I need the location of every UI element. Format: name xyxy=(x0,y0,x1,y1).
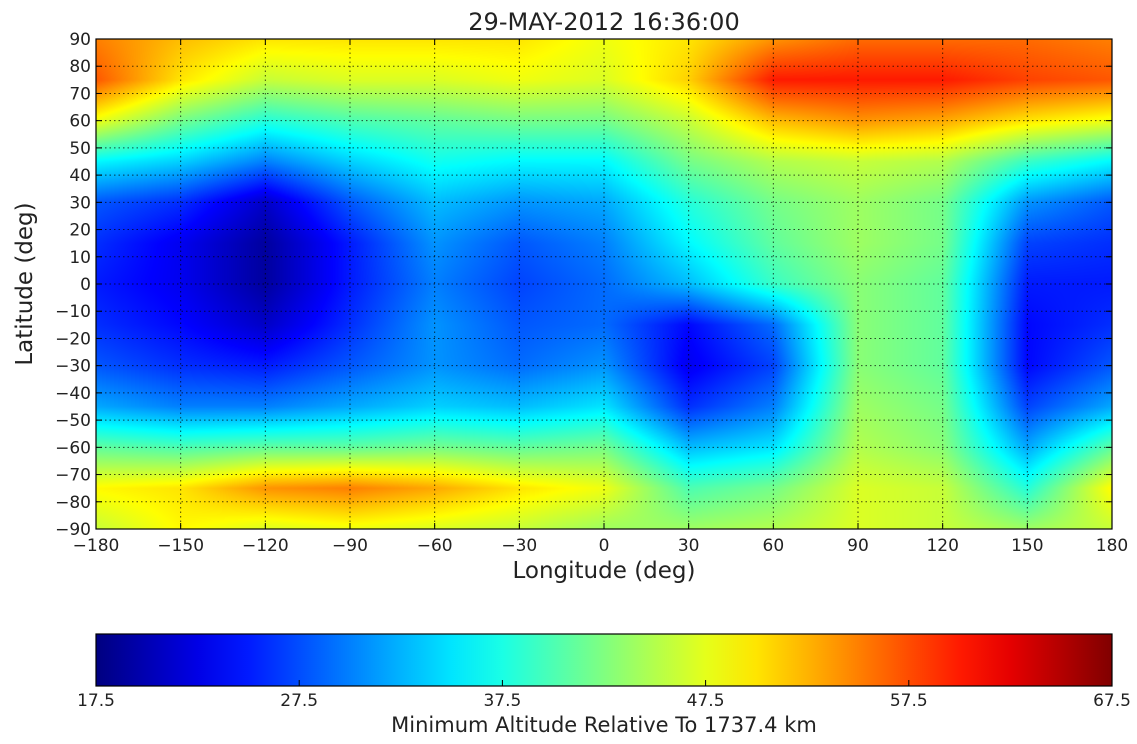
y-tick-label: −30 xyxy=(55,357,91,377)
y-tick-label: 50 xyxy=(69,139,91,159)
y-tick-label: 10 xyxy=(69,248,91,268)
y-tick-label: 80 xyxy=(69,57,91,77)
colorbar-tick-label: 67.5 xyxy=(1093,691,1131,711)
y-tick-label: −70 xyxy=(55,466,91,486)
x-tick-label: −60 xyxy=(417,536,453,556)
y-tick-label: −80 xyxy=(55,493,91,513)
x-tick-label: −150 xyxy=(157,536,204,556)
x-tick-label: 90 xyxy=(847,536,869,556)
y-tick-label: −90 xyxy=(55,520,91,540)
x-tick-label: 180 xyxy=(1096,536,1128,556)
x-tick-label: 120 xyxy=(926,536,958,556)
y-axis-label: Latitude (deg) xyxy=(12,202,38,365)
y-tick-label: −20 xyxy=(55,329,91,349)
x-tick-label: 60 xyxy=(763,536,785,556)
colorbar-label: Minimum Altitude Relative To 1737.4 km xyxy=(391,713,817,737)
chart-title: 29-MAY-2012 16:36:00 xyxy=(468,8,739,36)
x-axis-label: Longitude (deg) xyxy=(512,558,695,584)
x-tick-label: 30 xyxy=(678,536,700,556)
colorbar-tick-label: 37.5 xyxy=(483,691,521,711)
x-tick-label: −90 xyxy=(332,536,368,556)
y-tick-label: 20 xyxy=(69,221,91,241)
y-tick-label: 60 xyxy=(69,112,91,132)
y-tick-label: −60 xyxy=(55,438,91,458)
colorbar-tick-label: 27.5 xyxy=(280,691,318,711)
x-tick-label: 150 xyxy=(1011,536,1043,556)
x-tick-label: −30 xyxy=(501,536,537,556)
y-tick-label: −50 xyxy=(55,411,91,431)
y-tick-label: 40 xyxy=(69,166,91,186)
y-tick-label: 90 xyxy=(69,30,91,50)
x-tick-label: 0 xyxy=(599,536,610,556)
x-tick-label: −180 xyxy=(73,536,120,556)
colorbar-tick-label: 47.5 xyxy=(687,691,725,711)
colorbar-tick-label: 17.5 xyxy=(77,691,115,711)
x-tick-label: −120 xyxy=(242,536,289,556)
heatmap-image xyxy=(96,39,1112,529)
y-tick-label: 70 xyxy=(69,84,91,104)
y-tick-label: 30 xyxy=(69,193,91,213)
colorbar-tick-label: 57.5 xyxy=(890,691,928,711)
y-tick-label: 0 xyxy=(80,275,91,295)
y-tick-label: −10 xyxy=(55,302,91,322)
y-tick-label: −40 xyxy=(55,384,91,404)
colorbar xyxy=(95,633,1113,687)
